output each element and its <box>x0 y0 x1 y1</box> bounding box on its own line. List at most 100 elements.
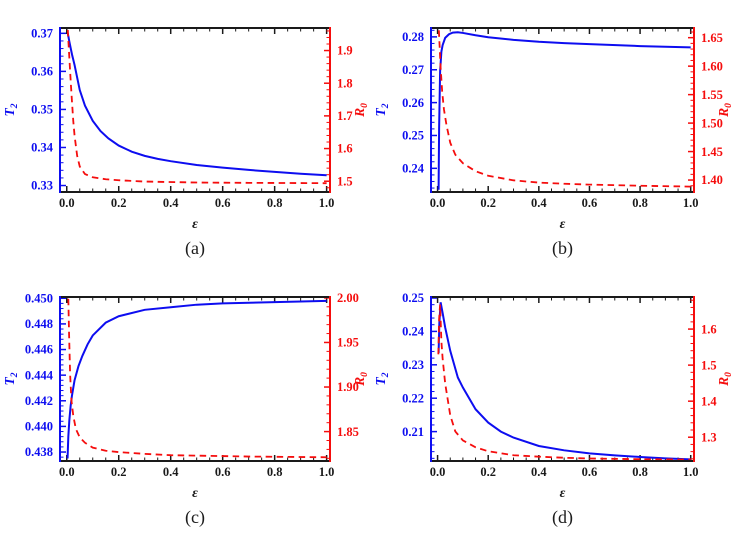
left-tick-label: 0.27 <box>402 63 424 77</box>
left-tick-label: 0.37 <box>31 27 53 41</box>
left-tick-label: 0.442 <box>25 394 53 408</box>
right-axis-label: R0 <box>716 372 734 387</box>
x-tick-label: 0.8 <box>632 465 648 479</box>
right-tick-label: 1.7 <box>337 109 353 123</box>
x-tick-label: 0.6 <box>215 196 231 210</box>
right-axis-label: R0 <box>716 103 734 118</box>
left-tick-label: 0.446 <box>25 343 53 357</box>
right-tick-label: 1.90 <box>337 380 359 394</box>
r0-curve-b <box>437 30 691 188</box>
right-tick-label: 1.50 <box>701 116 723 130</box>
t2-curve-b <box>437 31 691 190</box>
right-tick-label: 1.4 <box>701 394 717 408</box>
axis-ticks: 0.0 0.2 0.4 0.6 0.8 1.0 0.438 0.440 0.442 0.444 0.… <box>25 291 359 479</box>
left-tick-label: 0.35 <box>31 103 53 117</box>
right-tick-label: 2.00 <box>337 291 359 305</box>
plot-canvas-b: 0.0 0.2 0.4 0.6 0.8 1.0 0.24 0.25 0.26 0.27 0.28 1.… <box>374 27 734 259</box>
right-tick-label: 1.3 <box>701 430 717 444</box>
plot-caption-d: (d) <box>552 507 573 528</box>
left-tick-label: 0.21 <box>402 425 424 439</box>
x-axis-label: ε <box>192 486 198 501</box>
left-tick-label: 0.23 <box>402 358 424 372</box>
right-tick-label: 1.9 <box>337 44 353 58</box>
plot-frame <box>59 27 331 193</box>
x-tick-label: 0.2 <box>111 465 127 479</box>
plot-canvas-d: 0.0 0.2 0.4 0.6 0.8 1.0 0.21 0.22 0.23 0.24 0.25 1.… <box>374 291 734 528</box>
x-tick-label: 0.8 <box>267 465 283 479</box>
left-tick-label: 0.25 <box>402 291 424 305</box>
right-tick-label: 1.6 <box>701 322 717 336</box>
left-axis-label: T2 <box>374 372 391 385</box>
x-axis-label: ε <box>560 486 566 501</box>
x-tick-label: 1.0 <box>683 196 699 210</box>
left-tick-label: 0.438 <box>25 445 53 459</box>
right-tick-label: 1.95 <box>337 336 359 350</box>
plot-panel-d: 0.0 0.2 0.4 0.6 0.8 1.0 0.21 0.22 0.23 0.24 0.25 1.… <box>374 269 749 538</box>
left-tick-label: 0.34 <box>31 141 54 155</box>
x-tick-label: 0.4 <box>163 465 179 479</box>
x-tick-label: 0.4 <box>531 196 547 210</box>
x-tick-label: 0.8 <box>267 196 283 210</box>
left-tick-label: 0.26 <box>402 96 424 110</box>
plot-canvas-a: 0.0 0.2 0.4 0.6 0.8 1.0 0.33 0.34 0.35 0.36 0.37 1.… <box>2 27 370 259</box>
x-tick-label: 0.4 <box>531 465 547 479</box>
left-tick-label: 0.448 <box>25 317 53 331</box>
r0-curve-c <box>67 298 327 459</box>
right-tick-label: 1.55 <box>701 88 723 102</box>
x-tick-label: 0.8 <box>632 196 648 210</box>
curves <box>66 29 327 185</box>
right-tick-label: 1.40 <box>701 173 723 187</box>
x-tick-label: 0.6 <box>582 465 598 479</box>
x-tick-label: 0.6 <box>582 196 598 210</box>
plot-panel-a: 0.0 0.2 0.4 0.6 0.8 1.0 0.33 0.34 0.35 0.36 0.37 1.… <box>0 0 374 269</box>
left-tick-label: 0.24 <box>402 325 425 339</box>
right-tick-label: 1.45 <box>701 145 723 159</box>
axis-ticks: 0.0 0.2 0.4 0.6 0.8 1.0 0.21 0.22 0.23 0.24 0.25 1.… <box>402 291 717 479</box>
right-tick-label: 1.60 <box>701 59 723 73</box>
right-tick-label: 1.5 <box>337 174 353 188</box>
x-tick-label: 0.4 <box>163 196 179 210</box>
left-tick-label: 0.28 <box>402 30 424 44</box>
x-axis-label: ε <box>192 217 198 232</box>
x-tick-label: 0.2 <box>480 465 496 479</box>
x-tick-label: 0.0 <box>59 196 75 210</box>
curves <box>437 30 691 190</box>
r0-curve-a <box>66 29 327 185</box>
left-tick-label: 0.450 <box>25 291 53 305</box>
left-tick-label: 0.36 <box>31 65 53 79</box>
left-tick-label: 0.24 <box>402 162 425 176</box>
right-tick-label: 1.65 <box>701 31 723 45</box>
x-tick-label: 0.0 <box>430 196 446 210</box>
right-tick-label: 1.5 <box>701 358 717 372</box>
x-tick-label: 0.2 <box>480 196 496 210</box>
right-tick-label: 1.6 <box>337 142 353 156</box>
plot-panel-c: 0.0 0.2 0.4 0.6 0.8 1.0 0.438 0.440 0.442 0.444 0.… <box>0 269 374 538</box>
x-tick-label: 0.6 <box>215 465 231 479</box>
plot-frame <box>59 296 331 462</box>
x-tick-label: 0.0 <box>59 465 75 479</box>
right-axis-label: R0 <box>352 103 370 118</box>
plot-caption-c: (c) <box>185 507 205 528</box>
left-tick-label: 0.444 <box>25 368 54 382</box>
x-tick-label: 1.0 <box>319 465 335 479</box>
curves <box>437 302 691 461</box>
x-axis-label: ε <box>560 217 566 232</box>
plot-caption-a: (a) <box>185 238 205 259</box>
axis-ticks: 0.0 0.2 0.4 0.6 0.8 1.0 0.24 0.25 0.26 0.27 0.28 1.… <box>402 28 723 210</box>
axis-ticks: 0.0 0.2 0.4 0.6 0.8 1.0 0.33 0.34 0.35 0.36 0.37 1.… <box>31 27 353 210</box>
left-axis-label: T2 <box>2 103 20 116</box>
left-axis-label: T2 <box>2 372 20 385</box>
r0-curve-d <box>437 304 691 461</box>
x-tick-label: 0.0 <box>430 465 446 479</box>
right-axis-label: R0 <box>352 372 370 387</box>
t2-curve-d <box>437 302 691 461</box>
plot-caption-b: (b) <box>552 238 573 259</box>
left-tick-label: 0.22 <box>402 391 424 405</box>
plot-frame <box>430 27 695 193</box>
left-tick-label: 0.25 <box>402 129 424 143</box>
plot-frame <box>430 296 695 462</box>
t2-curve-a <box>66 33 327 177</box>
x-tick-label: 1.0 <box>683 465 699 479</box>
x-tick-label: 1.0 <box>319 196 335 210</box>
